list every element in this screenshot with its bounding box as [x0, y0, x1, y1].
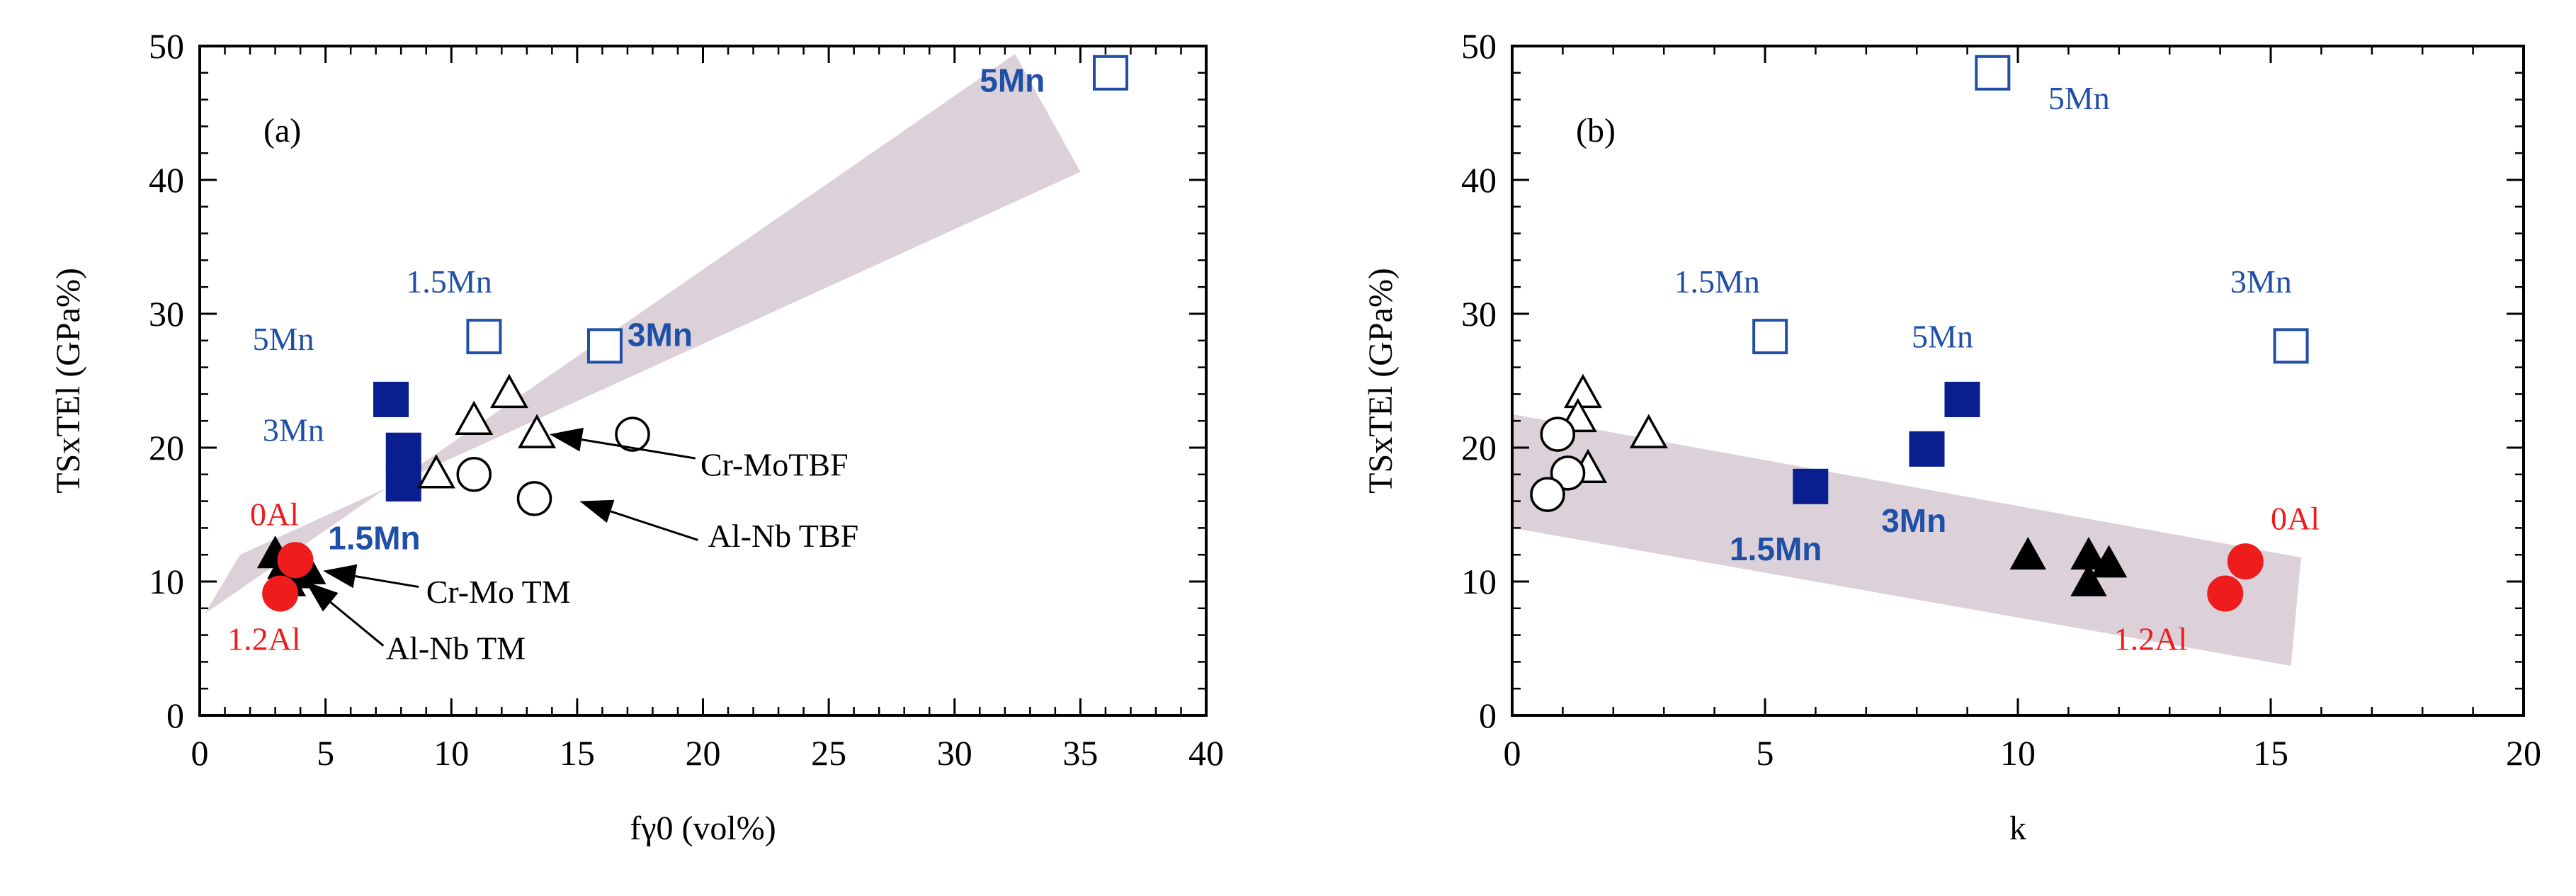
data-point-filled-square [1944, 381, 1980, 417]
trend-band [205, 54, 1081, 614]
annotation-arrow-line [329, 601, 385, 647]
x-tick-label: 30 [937, 733, 972, 773]
annotation-label: 3Mn [263, 412, 324, 448]
annotation-label: 3Mn [1881, 502, 1946, 539]
annotation-label: Al-Nb TM [386, 630, 526, 667]
data-point-open-circle [1540, 416, 1576, 452]
x-tick-label: 10 [2000, 733, 2036, 773]
data-point-open-triangle [416, 454, 455, 489]
data-point-filled-triangle [2070, 563, 2107, 596]
panel-label: (b) [1576, 112, 1616, 149]
x-tick-label: 0 [191, 733, 209, 773]
data-point-open-triangle [1629, 414, 1668, 448]
data-point-open-circle [615, 416, 650, 452]
x-tick-label: 15 [2253, 733, 2288, 773]
data-point-open-circle [1530, 477, 1565, 512]
data-point-filled-square [1909, 431, 1945, 467]
annotation-arrow-line [610, 510, 698, 541]
x-tick-label: 40 [1188, 733, 1224, 773]
x-tick-label: 0 [1504, 733, 1521, 773]
data-point-filled-triangle [2009, 537, 2046, 570]
y-axis-label: TSxTEl (GPa%) [50, 268, 87, 494]
annotation-label: 5Mn [980, 62, 1045, 98]
annotation-label: 1.2Al [2114, 620, 2188, 657]
data-point-open-triangle [455, 400, 494, 435]
data-point-filled-circle [2227, 543, 2264, 580]
annotation-arrow-head [579, 499, 615, 523]
chart-panel-b: 0 5 10 15 20 0 10 20 30 40 50 k TSxTEl (GPa%) (b) 5Mn 1… [1362, 26, 2541, 847]
y-tick-label: 10 [149, 562, 184, 601]
annotation-label: 5Mn [1912, 318, 1973, 354]
data-point-open-circle [516, 481, 552, 516]
x-tick-label: 15 [560, 733, 595, 773]
annotation-label: 3Mn [628, 316, 693, 353]
y-tick-label: 20 [149, 428, 184, 467]
data-point-filled-square [385, 432, 421, 468]
y-tick-label: 0 [1479, 696, 1497, 735]
annotation-arrow-head [305, 582, 339, 612]
x-tick-label: 25 [811, 733, 846, 773]
annotation-arrow-line [581, 438, 696, 460]
x-tick-label: 20 [2506, 733, 2541, 773]
annotation-label: Cr-MoTBF [700, 447, 849, 483]
data-point-open-triangle [489, 373, 528, 409]
annotation-label: 5Mn [253, 321, 314, 357]
data-point-open-square [466, 319, 502, 355]
annotation-label: 1.5Mn [1730, 531, 1822, 567]
x-tick-label: 10 [433, 733, 469, 773]
annotation-arrow-line [355, 575, 419, 589]
data-point-filled-square [1793, 468, 1829, 504]
annotation-label: 5Mn [2048, 80, 2110, 116]
data-point-filled-circle [277, 542, 314, 579]
data-point-filled-square [385, 466, 421, 502]
chart-panel-a: 0 5 10 15 20 25 30 35 40 0 10 20 30 40 50 fγ0 (vol%) TSx… [50, 26, 1224, 847]
data-point-open-square [1975, 55, 2011, 91]
y-tick-label: 30 [1461, 294, 1497, 334]
y-tick-label: 30 [149, 294, 184, 334]
data-point-filled-triangle [2090, 545, 2128, 578]
y-tick-label: 10 [1461, 562, 1497, 601]
data-point-open-circle [1550, 455, 1586, 491]
annotation-label: 1.5Mn [1674, 263, 1759, 300]
data-point-open-square [1752, 319, 1788, 355]
y-tick-label: 40 [149, 160, 184, 200]
annotation-label: 0Al [2271, 500, 2320, 536]
y-tick-label: 50 [149, 26, 184, 66]
y-tick-label: 40 [1461, 160, 1497, 200]
annotation-label: Al-Nb TBF [708, 518, 859, 554]
y-tick-label: 0 [166, 696, 184, 735]
x-axis-label: k [2009, 810, 2026, 847]
x-tick-label: 35 [1062, 733, 1098, 773]
annotation-arrow-head [323, 564, 358, 589]
x-tick-label: 5 [317, 733, 334, 773]
x-tick-label: 20 [686, 733, 721, 773]
y-tick-label: 20 [1461, 428, 1497, 467]
data-point-filled-circle [262, 575, 299, 612]
annotation-label: 1.2Al [227, 620, 301, 657]
data-point-filled-circle [2207, 575, 2244, 612]
annotation-label: 1.5Mn [328, 520, 420, 557]
x-tick-label: 5 [1757, 733, 1774, 773]
trend-band [1512, 414, 2301, 667]
annotation-label: 3Mn [2230, 263, 2292, 300]
data-point-filled-square [373, 381, 409, 417]
data-point-open-square [586, 328, 623, 364]
data-point-open-triangle [1563, 373, 1602, 409]
x-axis-label: fγ0 (vol%) [630, 810, 776, 847]
data-point-open-square [2273, 328, 2309, 364]
data-point-open-square [1093, 55, 1129, 91]
data-point-open-circle [456, 457, 492, 492]
annotation-label: 1.5Mn [406, 263, 492, 300]
data-point-open-triangle [518, 414, 557, 448]
annotation-label: 0Al [250, 497, 299, 533]
y-axis-label: TSxTEl (GPa%) [1362, 268, 1400, 494]
panel-label: (a) [263, 112, 301, 149]
annotation-label: Cr-Mo TM [426, 574, 571, 610]
annotation-arrow-head [549, 427, 584, 452]
y-tick-label: 50 [1461, 26, 1497, 66]
